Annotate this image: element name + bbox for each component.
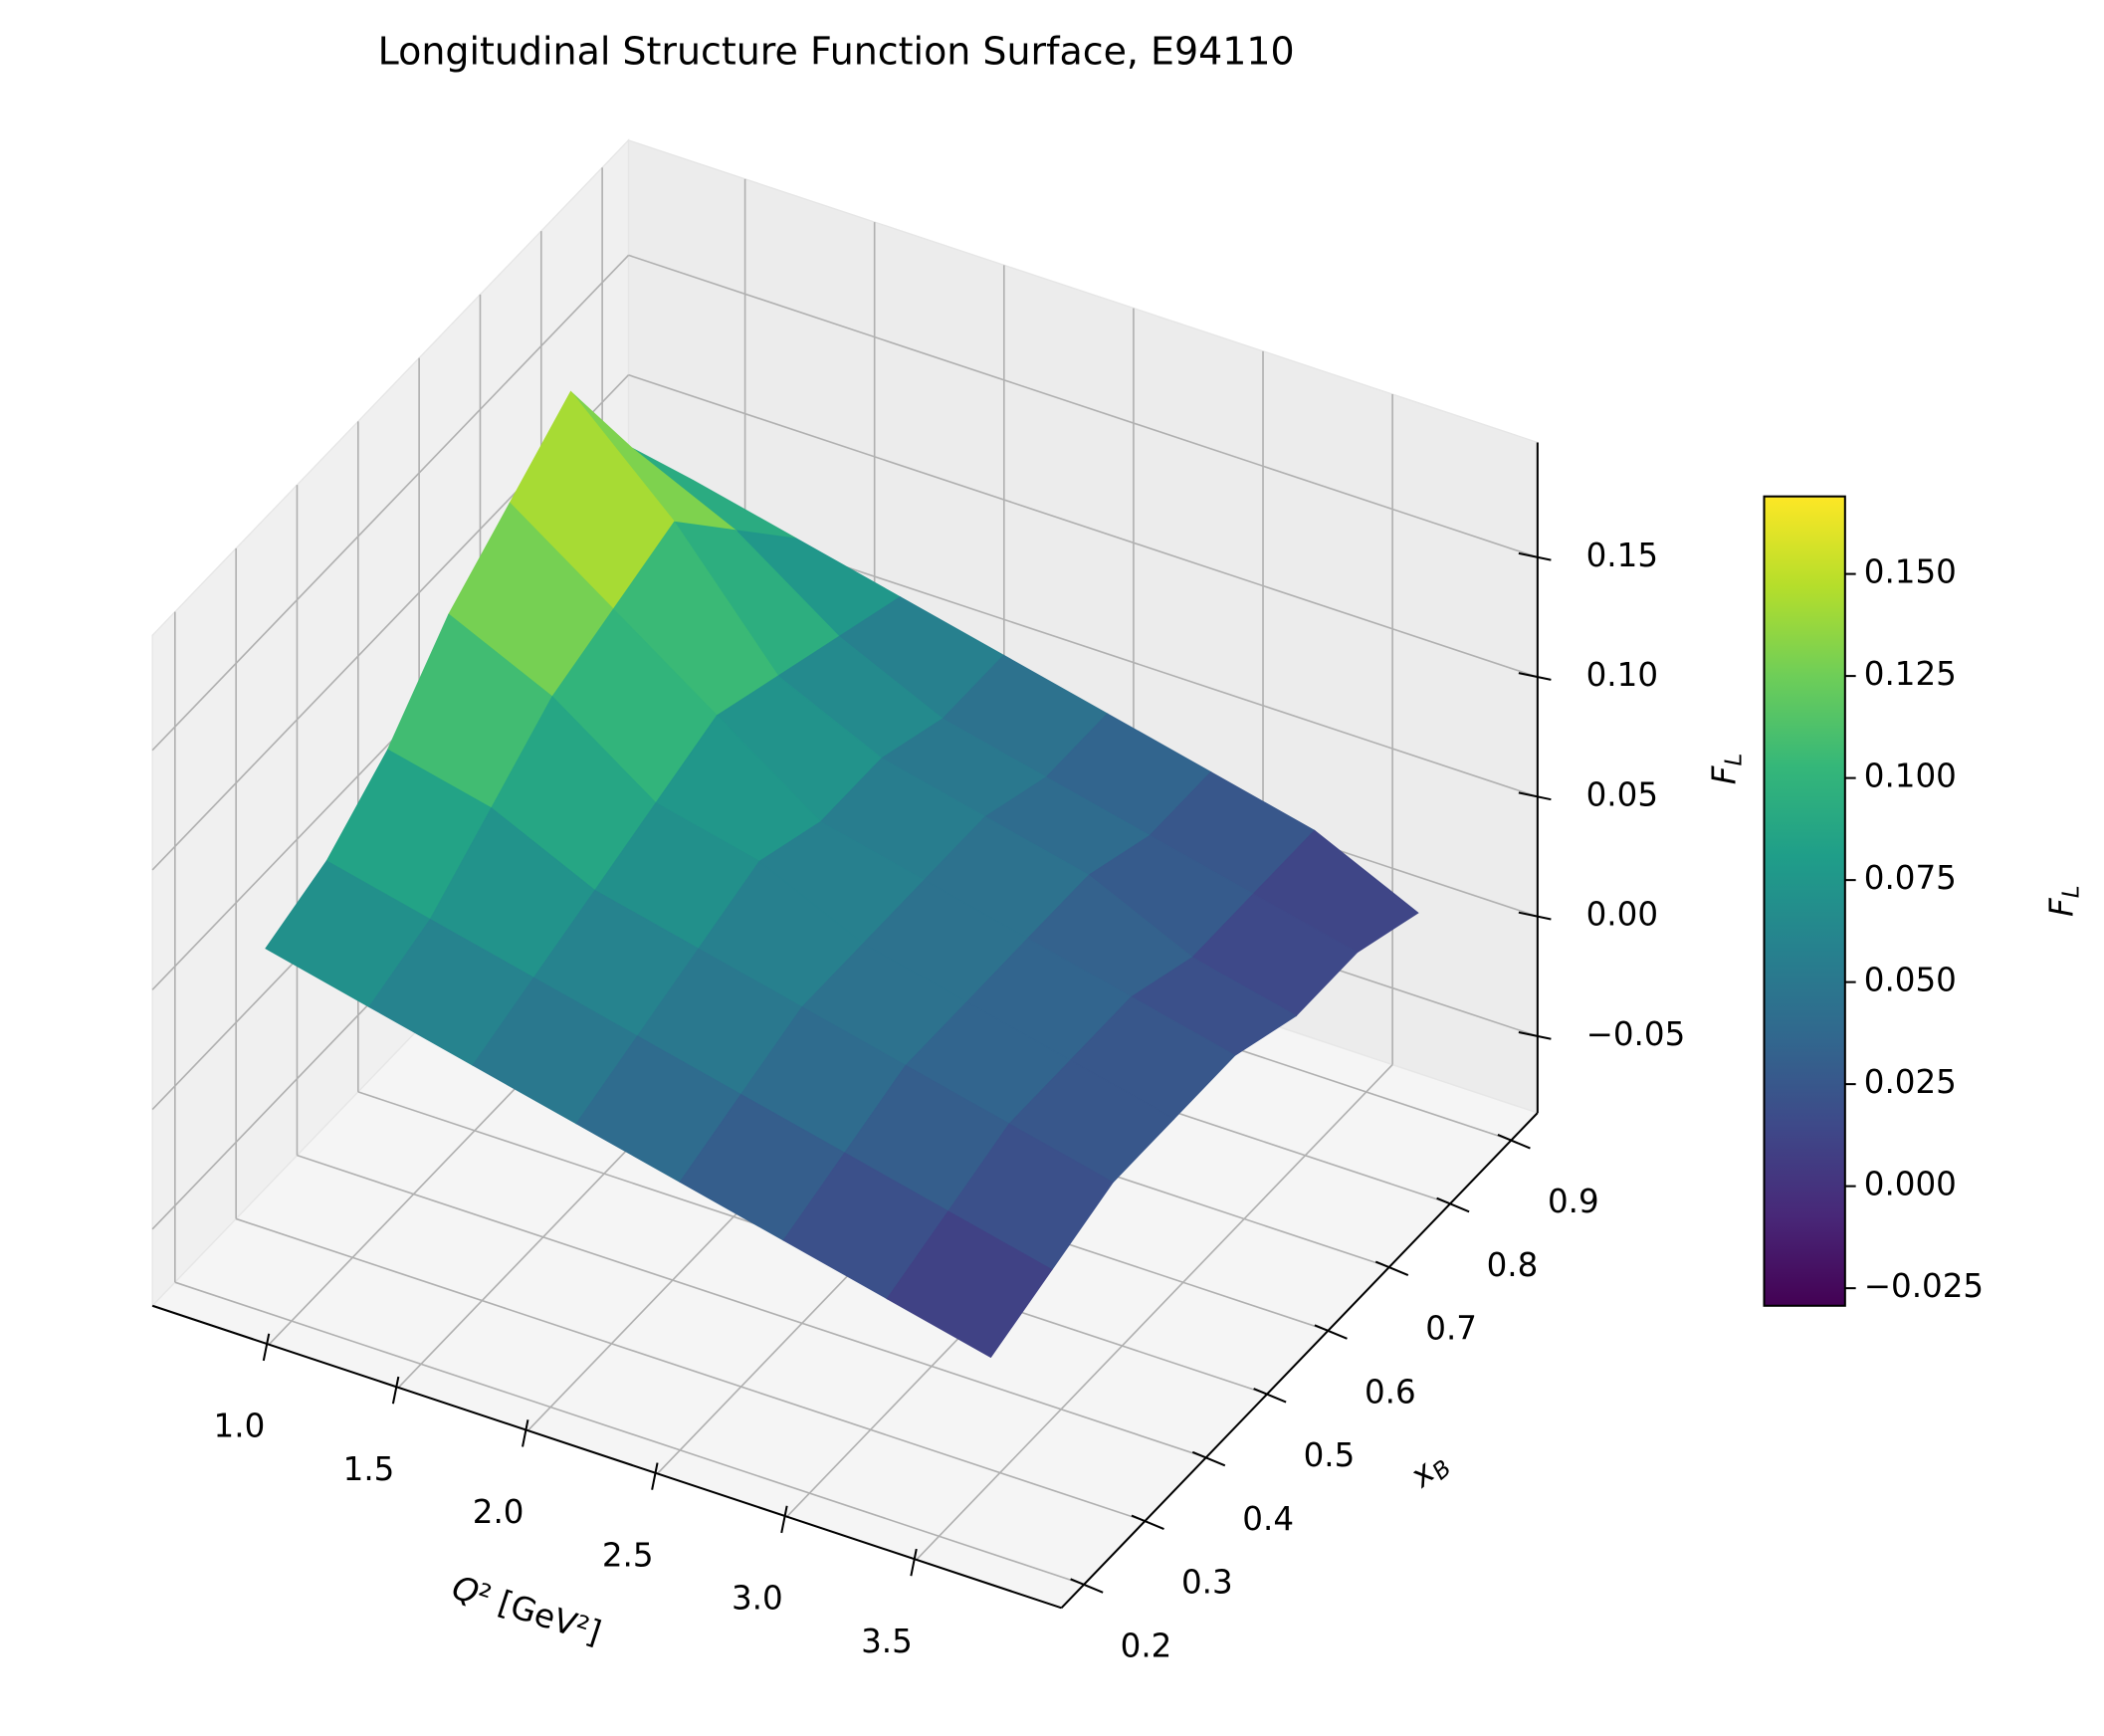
y-tick [1253,1388,1287,1404]
chart-title: Longitudinal Structure Function Surface,… [378,30,1295,74]
y-tick-label: 0.7 [1425,1310,1477,1348]
colorbar-label: FL [2042,885,2084,917]
z-tick [1518,911,1552,921]
y-axis-label: xB [1402,1443,1456,1498]
grid-line [628,373,1539,678]
x-tick [651,1462,659,1490]
grid-line [174,1281,1085,1586]
y-tick [1497,1134,1531,1150]
z-tick-label: −0.05 [1586,1015,1686,1053]
y-tick [1374,1260,1409,1276]
y-tick-label: 0.9 [1548,1183,1599,1220]
y-tick [1314,1324,1348,1340]
axis-line [151,1304,1062,1610]
x-tick-label: 3.0 [732,1580,783,1618]
z-tick [1518,1030,1552,1040]
y-tick [1436,1196,1470,1213]
x-tick [780,1505,788,1534]
grid-line [235,1217,1146,1522]
x-tick [262,1333,271,1362]
colorbar-tick-label: 0.050 [1864,962,1957,999]
y-tick-label: 0.4 [1242,1500,1294,1538]
grid-line [297,1154,1207,1458]
x-tick-label: 2.0 [473,1493,525,1531]
surface-cell [886,1210,1053,1359]
colorbar-tick-label: 0.125 [1864,655,1957,693]
x-tick [910,1548,918,1577]
y-tick-label: 0.8 [1487,1246,1539,1284]
colorbar-tick-label: 0.025 [1864,1063,1957,1101]
y-tick-label: 0.6 [1365,1373,1416,1410]
x-tick [391,1376,400,1405]
x-tick-label: 1.5 [343,1450,395,1488]
x-tick-label: 1.0 [214,1408,266,1445]
z-axis-label: FL [1706,754,1748,785]
x-tick-label: 2.5 [602,1536,654,1574]
colorbar-tick-label: −0.025 [1864,1267,1984,1305]
colorbar-tick-label: 0.100 [1864,758,1957,795]
z-tick-label: 0.15 [1586,537,1658,574]
y-tick [1191,1450,1226,1467]
z-tick [1518,551,1552,561]
colorbar [1763,495,1846,1307]
z-tick [1518,791,1552,801]
x-tick-label: 3.5 [861,1623,913,1660]
y-tick [1131,1514,1164,1531]
z-tick [1518,672,1552,681]
grid-line [151,254,630,752]
x-tick [522,1419,529,1447]
y-tick-label: 0.3 [1181,1564,1233,1602]
y-tick [1070,1578,1104,1594]
x-axis-label: Q² [GeV²] [448,1568,606,1651]
z-tick-label: 0.10 [1586,656,1658,694]
y-tick-label: 0.5 [1304,1436,1356,1474]
colorbar-tick-label: 0.075 [1864,859,1957,897]
grid-line [916,1063,1393,1561]
y-tick-label: 0.2 [1121,1627,1172,1664]
colorbar-tick-label: 0.000 [1864,1166,1957,1203]
grid-line [628,254,1539,558]
colorbar-tick-label: 0.150 [1864,553,1957,591]
z-tick-label: 0.05 [1586,775,1658,813]
z-tick-label: 0.00 [1586,896,1658,934]
axis-line [1060,1112,1539,1610]
